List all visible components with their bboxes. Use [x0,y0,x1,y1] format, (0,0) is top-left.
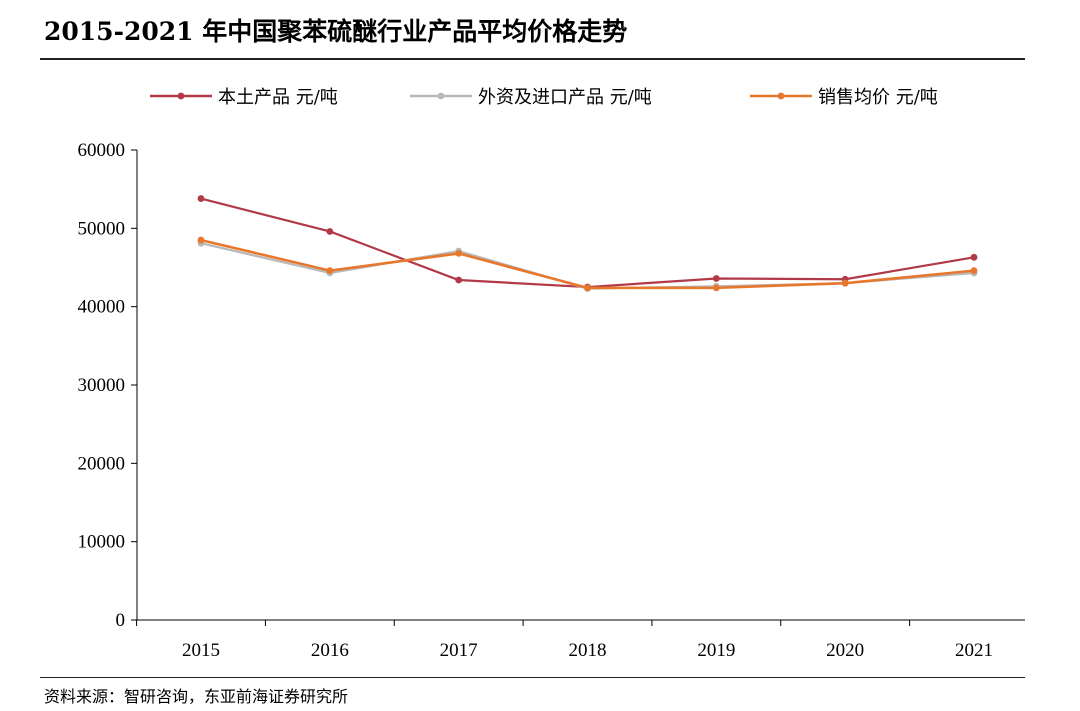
series-2 [197,236,978,292]
data-point [712,284,720,292]
data-point [712,275,720,282]
x-tick-label: 2017 [440,640,478,661]
legend-swatch-marker [177,92,185,100]
y-tick-label: 60000 [78,140,126,161]
legend-label: 销售均价 元/吨 [818,87,938,108]
legend-label: 本土产品 元/吨 [218,87,338,108]
x-tick-label: 2020 [826,640,864,661]
chart-title: 2015-2021 年中国聚苯硫醚行业产品平均价格走势 [44,17,628,46]
y-tick-label: 0 [116,610,126,631]
series-0 [197,195,978,291]
axes: 0 10000 20000 30000 40000 50000 60000 2015 2016 2… [78,140,1025,661]
data-point [197,195,205,202]
x-tick-label: 2016 [311,640,349,661]
legend-item-2: 销售均价 元/吨 [750,87,938,108]
x-tick-label: 2015 [182,640,220,661]
series-lines [197,195,978,293]
legend-item-0: 本土产品 元/吨 [150,87,338,108]
y-tick-label: 40000 [78,297,126,318]
y-tick-label: 20000 [78,453,126,474]
source-note: 资料来源：智研咨询，东亚前海证券研究所 [44,687,349,706]
data-point [197,236,205,244]
data-point [970,253,978,261]
data-point [841,279,849,287]
y-tick-label: 10000 [78,532,126,553]
series-line [200,197,975,289]
legend-label: 外资及进口产品 元/吨 [478,87,652,108]
data-point [455,276,463,284]
legend: 本土产品 元/吨 外资及进口产品 元/吨 销售均价 元/吨 [150,87,938,108]
data-point [970,267,978,275]
y-tick-label: 30000 [78,375,126,396]
legend-item-1: 外资及进口产品 元/吨 [410,87,652,108]
data-point [326,267,334,275]
title-divider [40,58,1025,60]
x-tick-label: 2018 [569,640,607,661]
y-tick-label: 50000 [78,218,126,239]
data-point [326,228,334,235]
legend-swatch-marker [777,92,785,100]
series-line [200,238,975,290]
x-tick-label: 2019 [697,640,735,661]
legend-swatch-marker [437,92,445,100]
x-tick-label: 2021 [955,640,993,661]
data-point [455,250,463,257]
data-point [584,284,591,292]
source-divider [40,677,1025,678]
